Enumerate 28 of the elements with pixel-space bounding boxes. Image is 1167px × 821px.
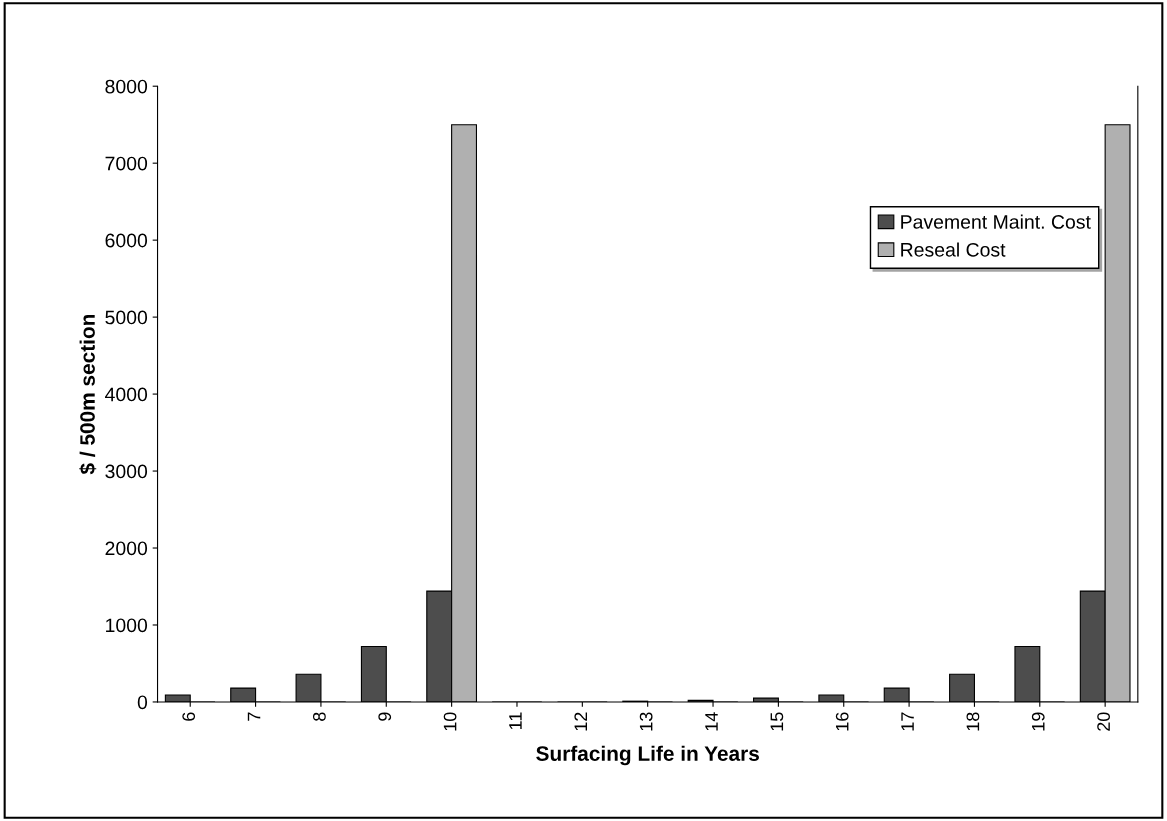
y-tick-label: 1000 [106, 618, 148, 633]
x-tick-label: 19 [1031, 712, 1045, 731]
x-tick-label: 13 [639, 712, 653, 731]
y-tick-label: 5000 [105, 310, 148, 325]
x-tick-label: 7 [247, 712, 261, 721]
x-tick-label: 8 [312, 712, 326, 721]
y-tick-label: 6000 [105, 233, 148, 248]
y-tick-label: 3000 [105, 464, 148, 479]
x-tick-label: 17 [901, 712, 914, 731]
x-tick-label: 9 [378, 712, 392, 721]
x-axis-title: Surfacing Life in Years [536, 745, 759, 766]
x-tick-label: 11 [509, 712, 522, 730]
x-tick-label: 16 [835, 712, 849, 731]
y-tick-label: 2000 [105, 541, 148, 556]
y-tick-label: 7000 [105, 156, 148, 171]
legend-label: Reseal Cost [901, 242, 1006, 257]
legend-label: Pavement Maint. Cost [901, 214, 1091, 229]
x-tick-label: 15 [770, 712, 784, 731]
x-tick-label: 6 [182, 712, 196, 721]
x-tick-label: 20 [1097, 712, 1110, 731]
x-tick-label: 10 [443, 712, 457, 731]
y-axis-title: $ / 500m section [79, 314, 97, 475]
x-tick-label: 18 [966, 712, 980, 731]
y-tick-label: 0 [137, 695, 148, 710]
x-tick-label: 14 [705, 712, 718, 731]
x-tick-label: 12 [574, 712, 587, 731]
y-tick-label: 8000 [105, 79, 148, 94]
y-tick-label: 4000 [105, 387, 148, 402]
